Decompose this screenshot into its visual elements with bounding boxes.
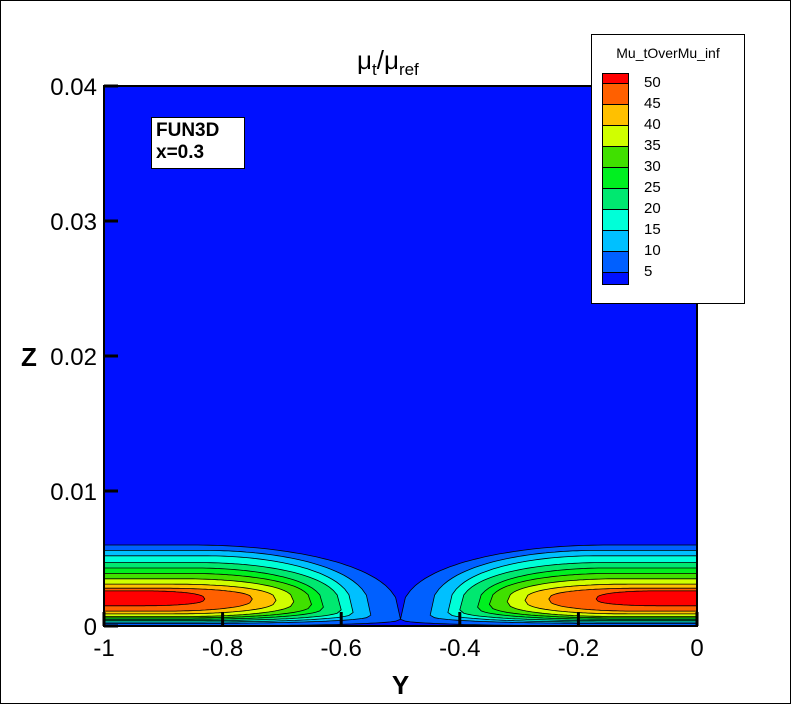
- contour-band-50-left: [104, 590, 206, 607]
- contour-band-50-right: [595, 590, 697, 607]
- y-axis-label: Z: [21, 342, 37, 372]
- contour-bands: [104, 544, 697, 626]
- legend-swatch: [602, 83, 629, 105]
- legend: Mu_tOverMu_inf 50 45 40 35 30 25 20 15 10 5: [591, 34, 745, 304]
- legend-level-label: 35: [644, 137, 661, 154]
- legend-swatch: [602, 230, 629, 252]
- y-tick-label: 0.01: [50, 479, 97, 506]
- legend-level-label: 30: [644, 158, 661, 175]
- x-tick-label: -0.2: [558, 635, 599, 662]
- legend-swatch: [602, 209, 629, 231]
- chart-title: μt/μref: [357, 45, 419, 80]
- legend-level-label: 5: [644, 263, 653, 280]
- x-tick-label: -0.4: [439, 635, 480, 662]
- title-mu-ref: μ: [383, 45, 399, 75]
- y-tick-label: 0.03: [50, 209, 97, 236]
- title-mu: μ: [357, 45, 372, 75]
- legend-swatch: [602, 272, 629, 285]
- legend-swatch: [602, 167, 629, 189]
- legend-level-label: 15: [644, 221, 661, 238]
- legend-swatch: [602, 251, 629, 273]
- y-tick-label: 0.02: [50, 344, 97, 371]
- x-tick-label: -0.8: [202, 635, 243, 662]
- legend-level-label: 45: [644, 95, 661, 112]
- title-sub-ref: ref: [398, 60, 419, 80]
- legend-level-label: 20: [644, 200, 661, 217]
- x-tick-label: -0.6: [321, 635, 362, 662]
- annotation-station: x=0.3: [156, 142, 205, 163]
- x-tick-label: 0: [690, 635, 703, 662]
- legend-level-label: 25: [644, 179, 661, 196]
- legend-swatch: [602, 104, 629, 126]
- title-slash: /: [376, 45, 384, 75]
- legend-level-label: 50: [644, 74, 661, 91]
- legend-level-label: 40: [644, 116, 661, 133]
- title-sub-t: t: [371, 60, 377, 80]
- legend-title: Mu_tOverMu_inf: [616, 45, 720, 61]
- y-tick-label: 0: [84, 614, 97, 641]
- annotation-code: FUN3D: [156, 120, 220, 141]
- legend-swatch: [602, 146, 629, 168]
- legend-swatch: [602, 125, 629, 147]
- legend-swatch: [602, 188, 629, 210]
- x-axis-label: Y: [392, 670, 409, 700]
- legend-level-label: 10: [644, 242, 661, 259]
- x-tick-label: -1: [93, 635, 114, 662]
- y-tick-label: 0.04: [50, 74, 97, 101]
- annotation-box: FUN3D x=0.3: [151, 117, 245, 169]
